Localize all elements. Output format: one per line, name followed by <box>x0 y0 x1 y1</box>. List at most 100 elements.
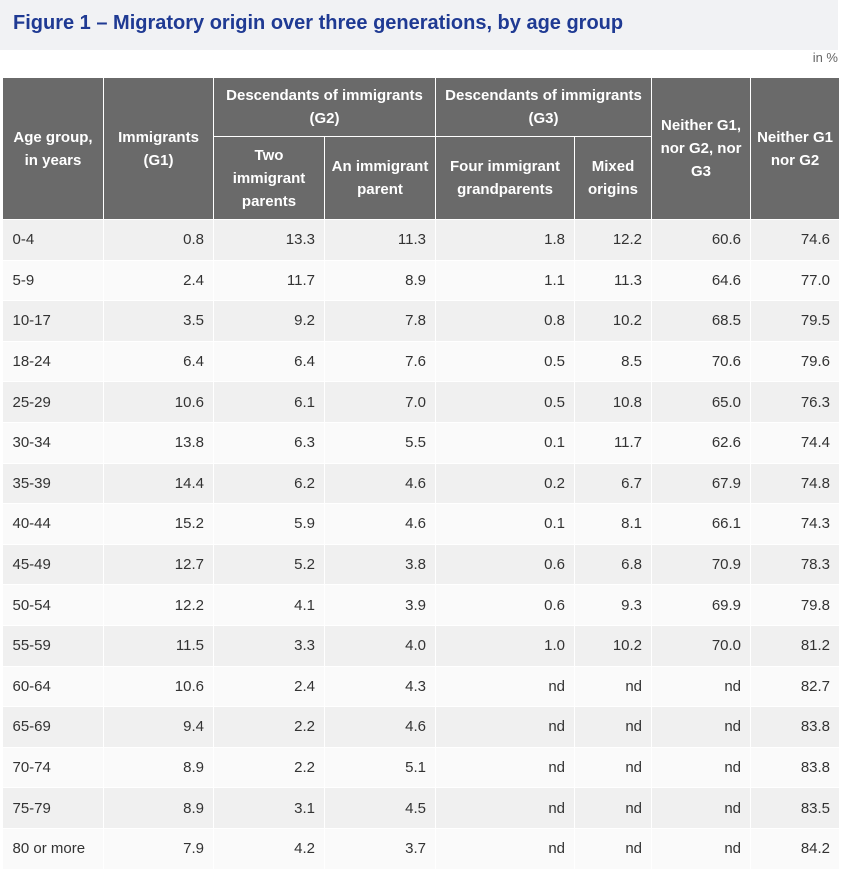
value-cell: 9.2 <box>213 300 325 342</box>
value-cell: 4.6 <box>324 706 437 748</box>
header-neither-g1-g2: Neither G1 nor G2 <box>750 77 841 220</box>
value-cell: 3.7 <box>324 828 437 870</box>
header-g3-group: Descendants of immigrants (G3) <box>435 77 653 137</box>
value-cell: 10.2 <box>574 300 653 342</box>
value-cell: 15.2 <box>103 503 214 545</box>
value-cell: 9.3 <box>574 584 653 626</box>
value-cell: 3.3 <box>213 625 325 667</box>
value-cell: 6.4 <box>103 341 214 383</box>
value-cell: nd <box>435 706 576 748</box>
table-row: 30-34 13.8 6.3 5.5 0.1 11.7 62.6 74.4 <box>2 422 841 464</box>
value-cell: 7.9 <box>103 828 214 870</box>
value-cell: nd <box>574 666 653 708</box>
header-g2-one-parent: An immigrant parent <box>323 136 437 220</box>
value-cell: 4.6 <box>324 463 437 505</box>
value-cell: 8.9 <box>103 747 214 789</box>
table-row: 18-24 6.4 6.4 7.6 0.5 8.5 70.6 79.6 <box>2 341 841 383</box>
value-cell: 1.1 <box>435 260 576 302</box>
value-cell: nd <box>435 787 576 829</box>
unit-label: in % <box>812 50 838 65</box>
value-cell: 83.8 <box>750 747 841 789</box>
value-cell: nd <box>574 706 653 748</box>
value-cell: 4.2 <box>213 828 325 870</box>
age-group-cell: 70-74 <box>2 747 104 789</box>
header-g3-mixed-origins: Mixed origins <box>574 136 653 220</box>
value-cell: 83.8 <box>750 706 841 748</box>
value-cell: 74.3 <box>750 503 841 545</box>
value-cell: 8.5 <box>574 341 653 383</box>
value-cell: 9.4 <box>103 706 214 748</box>
value-cell: 6.1 <box>213 381 325 423</box>
value-cell: 3.9 <box>324 584 437 626</box>
value-cell: 10.6 <box>103 381 214 423</box>
header-g2-two-parents: Two immigrant parents <box>213 136 325 220</box>
header-g2-group: Descendants of immigrants (G2) <box>212 77 437 137</box>
age-group-cell: 10-17 <box>2 300 104 342</box>
value-cell: 11.5 <box>103 625 214 667</box>
value-cell: 2.2 <box>213 706 325 748</box>
value-cell: 1.0 <box>435 625 576 667</box>
header-g3-four-grandparents: Four immigrant grandparents <box>435 136 576 220</box>
value-cell: 83.5 <box>750 787 841 829</box>
value-cell: 10.6 <box>103 666 214 708</box>
value-cell: 3.5 <box>103 300 214 342</box>
value-cell: 76.3 <box>750 381 841 423</box>
value-cell: 1.8 <box>435 219 576 261</box>
value-cell: nd <box>574 787 653 829</box>
value-cell: 12.2 <box>103 584 214 626</box>
age-group-cell: 25-29 <box>2 381 104 423</box>
value-cell: 2.4 <box>103 260 214 302</box>
value-cell: 12.7 <box>103 544 214 586</box>
value-cell: 6.2 <box>213 463 325 505</box>
value-cell: 66.1 <box>651 503 752 545</box>
age-group-cell: 80 or more <box>2 828 104 870</box>
value-cell: 7.0 <box>324 381 437 423</box>
value-cell: 70.9 <box>651 544 752 586</box>
table-row: 50-54 12.2 4.1 3.9 0.6 9.3 69.9 79.8 <box>2 584 841 626</box>
value-cell: 4.6 <box>324 503 437 545</box>
figure-title: Figure 1 – Migratory origin over three g… <box>13 12 624 34</box>
value-cell: 5.2 <box>213 544 325 586</box>
value-cell: 8.9 <box>324 260 437 302</box>
value-cell: 64.6 <box>651 260 752 302</box>
value-cell: 10.8 <box>574 381 653 423</box>
value-cell: 0.8 <box>435 300 576 342</box>
age-group-cell: 30-34 <box>2 422 104 464</box>
value-cell: 11.7 <box>213 260 325 302</box>
value-cell: 8.1 <box>574 503 653 545</box>
age-group-cell: 35-39 <box>2 463 104 505</box>
value-cell: nd <box>574 747 653 789</box>
value-cell: 13.3 <box>213 219 325 261</box>
value-cell: 5.9 <box>213 503 325 545</box>
value-cell: 77.0 <box>750 260 841 302</box>
value-cell: 5.1 <box>324 747 437 789</box>
value-cell: 79.8 <box>750 584 841 626</box>
age-group-cell: 5-9 <box>2 260 104 302</box>
header-neither-g1-g2-g3: Neither G1, nor G2, nor G3 <box>651 77 752 220</box>
value-cell: 4.3 <box>324 666 437 708</box>
value-cell: 4.0 <box>324 625 437 667</box>
value-cell: nd <box>651 747 752 789</box>
value-cell: 4.1 <box>213 584 325 626</box>
table-row: 80 or more 7.9 4.2 3.7 nd nd nd 84.2 <box>2 828 841 870</box>
value-cell: 69.9 <box>651 584 752 626</box>
value-cell: 74.8 <box>750 463 841 505</box>
table-row: 75-79 8.9 3.1 4.5 nd nd nd 83.5 <box>2 787 841 829</box>
table-row: 60-64 10.6 2.4 4.3 nd nd nd 82.7 <box>2 666 841 708</box>
value-cell: 6.8 <box>574 544 653 586</box>
age-group-cell: 40-44 <box>2 503 104 545</box>
value-cell: 6.3 <box>213 422 325 464</box>
value-cell: 70.6 <box>651 341 752 383</box>
value-cell: 79.6 <box>750 341 841 383</box>
table-row: 10-17 3.5 9.2 7.8 0.8 10.2 68.5 79.5 <box>2 300 841 342</box>
table-row: 5-9 2.4 11.7 8.9 1.1 11.3 64.6 77.0 <box>2 260 841 302</box>
value-cell: 60.6 <box>651 219 752 261</box>
age-group-cell: 60-64 <box>2 666 104 708</box>
value-cell: 74.4 <box>750 422 841 464</box>
value-cell: 68.5 <box>651 300 752 342</box>
table-row: 35-39 14.4 6.2 4.6 0.2 6.7 67.9 74.8 <box>2 463 841 505</box>
age-group-cell: 75-79 <box>2 787 104 829</box>
value-cell: 81.2 <box>750 625 841 667</box>
value-cell: 6.4 <box>213 341 325 383</box>
value-cell: nd <box>651 787 752 829</box>
